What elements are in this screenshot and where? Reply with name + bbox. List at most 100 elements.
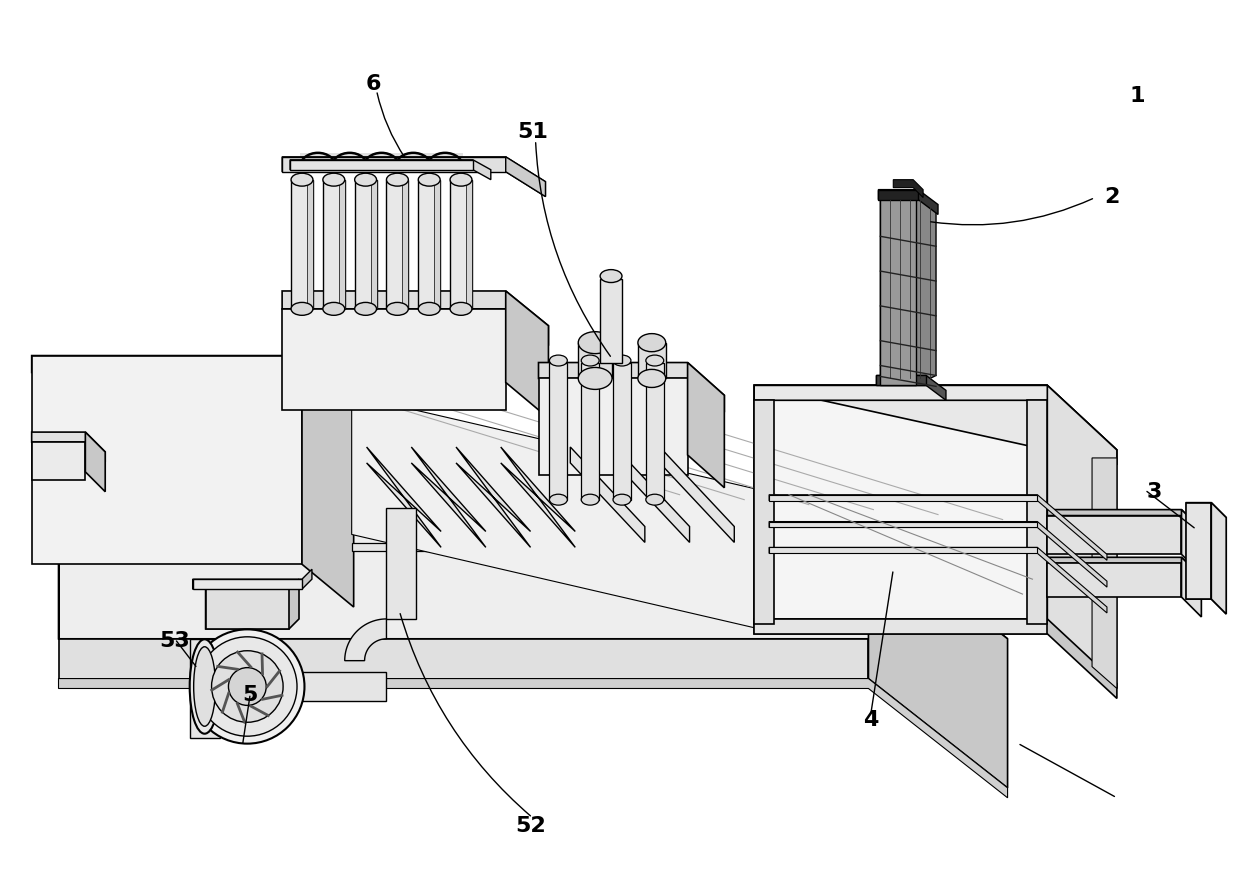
Polygon shape (192, 569, 312, 589)
Polygon shape (754, 619, 1048, 634)
Polygon shape (506, 156, 546, 197)
Ellipse shape (291, 173, 312, 186)
Polygon shape (877, 375, 946, 401)
Ellipse shape (646, 494, 663, 505)
Polygon shape (600, 279, 622, 363)
Polygon shape (206, 579, 299, 628)
Polygon shape (402, 180, 408, 308)
Polygon shape (291, 180, 312, 308)
Polygon shape (1182, 557, 1202, 617)
Ellipse shape (355, 302, 377, 316)
Text: 52: 52 (515, 815, 546, 836)
Polygon shape (308, 180, 312, 308)
Ellipse shape (387, 302, 408, 316)
Polygon shape (1048, 557, 1202, 583)
Polygon shape (501, 447, 575, 547)
Text: 1: 1 (1128, 86, 1145, 106)
Ellipse shape (613, 355, 631, 366)
Ellipse shape (418, 302, 440, 316)
Polygon shape (506, 291, 548, 418)
Text: 6: 6 (366, 74, 381, 94)
Polygon shape (538, 378, 687, 475)
Polygon shape (549, 363, 568, 500)
Text: 53: 53 (160, 631, 190, 651)
Polygon shape (1092, 458, 1117, 688)
Polygon shape (570, 447, 645, 543)
Ellipse shape (637, 333, 666, 351)
Polygon shape (352, 490, 759, 498)
Polygon shape (769, 547, 1107, 613)
Polygon shape (290, 160, 472, 170)
Polygon shape (754, 385, 1117, 450)
Polygon shape (754, 619, 1117, 698)
Polygon shape (613, 363, 631, 500)
Polygon shape (1048, 516, 1182, 554)
Polygon shape (769, 494, 1107, 561)
Polygon shape (352, 395, 759, 628)
Polygon shape (352, 508, 759, 516)
Polygon shape (298, 671, 387, 702)
Ellipse shape (387, 173, 408, 186)
Ellipse shape (582, 355, 599, 366)
Polygon shape (58, 679, 1008, 797)
Polygon shape (283, 156, 506, 172)
Ellipse shape (637, 369, 666, 387)
Polygon shape (396, 153, 432, 167)
Polygon shape (615, 447, 689, 543)
Polygon shape (303, 356, 353, 607)
Polygon shape (754, 385, 1048, 624)
Polygon shape (538, 363, 724, 412)
Polygon shape (355, 180, 377, 308)
Polygon shape (387, 180, 408, 308)
Ellipse shape (418, 173, 440, 186)
Polygon shape (206, 589, 289, 628)
Polygon shape (339, 180, 345, 308)
Polygon shape (345, 619, 387, 661)
Polygon shape (32, 442, 86, 480)
Ellipse shape (600, 270, 622, 283)
Polygon shape (352, 526, 759, 534)
Polygon shape (367, 447, 441, 547)
Polygon shape (290, 160, 491, 180)
Polygon shape (1048, 563, 1182, 597)
Polygon shape (322, 180, 345, 308)
Ellipse shape (193, 646, 216, 726)
Polygon shape (1182, 510, 1202, 574)
Polygon shape (58, 529, 868, 679)
Polygon shape (58, 529, 1008, 639)
Ellipse shape (190, 639, 219, 734)
Ellipse shape (322, 173, 345, 186)
Polygon shape (190, 639, 219, 738)
Ellipse shape (212, 651, 283, 722)
Polygon shape (878, 190, 937, 215)
Polygon shape (578, 342, 613, 378)
Polygon shape (1187, 502, 1226, 614)
Polygon shape (466, 180, 472, 308)
Ellipse shape (197, 637, 298, 736)
Polygon shape (637, 342, 666, 378)
Polygon shape (412, 447, 486, 547)
Polygon shape (283, 308, 506, 410)
Polygon shape (300, 153, 336, 167)
Polygon shape (1048, 510, 1202, 536)
Polygon shape (32, 432, 105, 462)
Polygon shape (769, 521, 1038, 527)
Ellipse shape (450, 302, 472, 316)
Polygon shape (646, 363, 663, 500)
Polygon shape (769, 521, 1107, 587)
Polygon shape (450, 180, 472, 308)
Polygon shape (754, 385, 1117, 465)
Polygon shape (192, 579, 303, 589)
Ellipse shape (228, 668, 267, 705)
Ellipse shape (582, 494, 599, 505)
Ellipse shape (578, 367, 613, 390)
Polygon shape (283, 156, 546, 197)
Polygon shape (877, 375, 926, 385)
Ellipse shape (578, 332, 613, 354)
Polygon shape (352, 544, 759, 552)
Polygon shape (456, 447, 531, 547)
Polygon shape (332, 153, 367, 167)
Polygon shape (428, 153, 463, 167)
Ellipse shape (190, 629, 305, 744)
Ellipse shape (355, 173, 377, 186)
